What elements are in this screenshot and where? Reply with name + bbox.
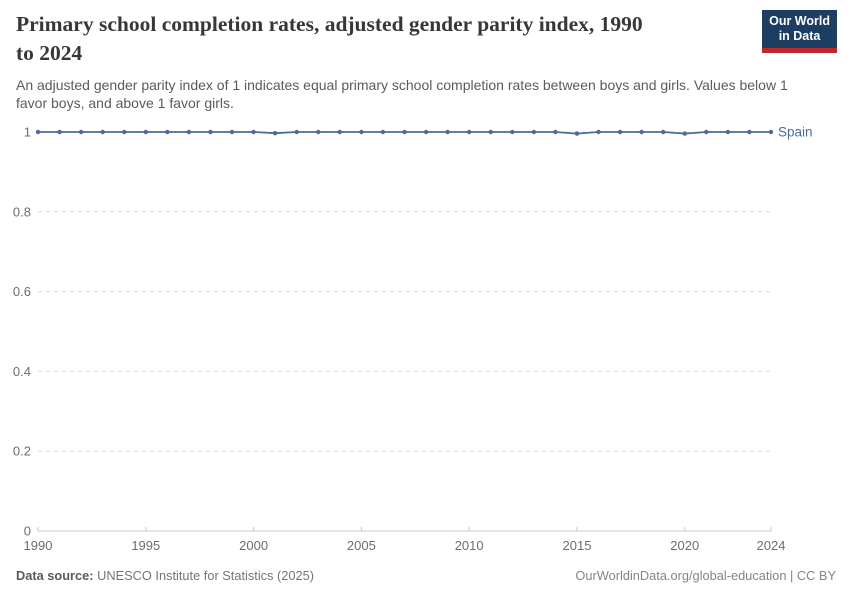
data-point-marker[interactable] <box>143 129 148 135</box>
data-point-marker[interactable] <box>704 129 709 135</box>
x-axis-tick-label: 2005 <box>347 538 376 553</box>
data-point-marker[interactable] <box>661 129 666 135</box>
data-point-marker[interactable] <box>445 129 450 135</box>
x-axis-tick-label: 2000 <box>239 538 268 553</box>
data-source-label: Data source: <box>16 568 94 583</box>
data-point-marker[interactable] <box>725 129 731 135</box>
data-source-value: UNESCO Institute for Statistics (2025) <box>97 568 315 583</box>
y-axis-tick-label: 0.6 <box>13 284 31 299</box>
data-point-marker[interactable] <box>488 129 493 135</box>
data-point-marker[interactable] <box>316 129 321 135</box>
data-point-marker[interactable] <box>272 131 278 136</box>
data-point-marker[interactable] <box>35 129 41 135</box>
data-point-marker[interactable] <box>380 129 386 135</box>
owid-logo[interactable]: Our World in Data <box>762 10 837 53</box>
x-axis-tick-label: 2020 <box>670 538 699 553</box>
x-axis-tick-label: 1990 <box>24 538 53 553</box>
page-title-line-1: Primary school completion rates, adjuste… <box>16 12 643 36</box>
data-point-marker[interactable] <box>229 129 235 135</box>
chart-subtitle: An adjusted gender parity index of 1 ind… <box>16 77 788 111</box>
chart-header: Primary school completion rates, adjuste… <box>16 10 837 112</box>
x-axis-tick-label: 2010 <box>455 538 484 553</box>
x-axis-tick-label: 1995 <box>131 538 160 553</box>
data-point-marker[interactable] <box>186 129 192 135</box>
data-source-text: Data source: UNESCO Institute for Statis… <box>16 568 314 583</box>
credit-link[interactable]: OurWorldinData.org/global-education | CC… <box>575 568 836 583</box>
y-axis-tick-label: 0.2 <box>13 444 31 459</box>
data-point-marker[interactable] <box>423 129 429 135</box>
data-point-marker[interactable] <box>639 129 644 135</box>
data-point-marker[interactable] <box>57 129 62 135</box>
data-point-marker[interactable] <box>682 131 687 136</box>
data-point-marker[interactable] <box>747 129 752 135</box>
x-axis-tick-label: 2015 <box>563 538 592 553</box>
owid-logo-line-1: Our World <box>769 14 830 28</box>
y-axis-tick-label: 0.4 <box>13 364 31 379</box>
data-point-marker[interactable] <box>510 129 515 135</box>
data-point-marker[interactable] <box>122 129 127 135</box>
data-point-marker[interactable] <box>337 129 342 135</box>
y-axis-tick-label: 0 <box>24 524 31 539</box>
y-axis-tick-label: 1 <box>24 125 31 140</box>
data-point-marker[interactable] <box>617 129 623 135</box>
chart-footer: Data source: UNESCO Institute for Statis… <box>16 568 836 583</box>
data-point-marker[interactable] <box>165 129 170 135</box>
data-point-marker[interactable] <box>531 129 537 135</box>
page-title: Primary school completion rates, adjuste… <box>16 10 761 68</box>
x-axis-tick-label: 2024 <box>757 538 786 553</box>
data-point-marker[interactable] <box>100 129 105 135</box>
data-point-marker[interactable] <box>574 131 580 136</box>
owid-logo-line-2: in Data <box>778 29 821 43</box>
page-title-line-2: to 2024 <box>16 41 83 65</box>
data-point-marker[interactable] <box>596 129 601 135</box>
data-point-marker[interactable] <box>359 129 364 135</box>
data-point-marker[interactable] <box>251 129 256 135</box>
data-point-marker[interactable] <box>553 129 558 135</box>
data-point-marker[interactable] <box>208 129 213 135</box>
data-point-marker[interactable] <box>402 129 407 135</box>
data-point-marker[interactable] <box>294 129 299 135</box>
data-point-marker[interactable] <box>768 129 774 135</box>
entity-label-spain[interactable]: Spain <box>778 125 813 140</box>
data-point-marker[interactable] <box>78 129 84 135</box>
y-axis-tick-label: 0.8 <box>13 204 31 219</box>
data-point-marker[interactable] <box>467 129 472 135</box>
